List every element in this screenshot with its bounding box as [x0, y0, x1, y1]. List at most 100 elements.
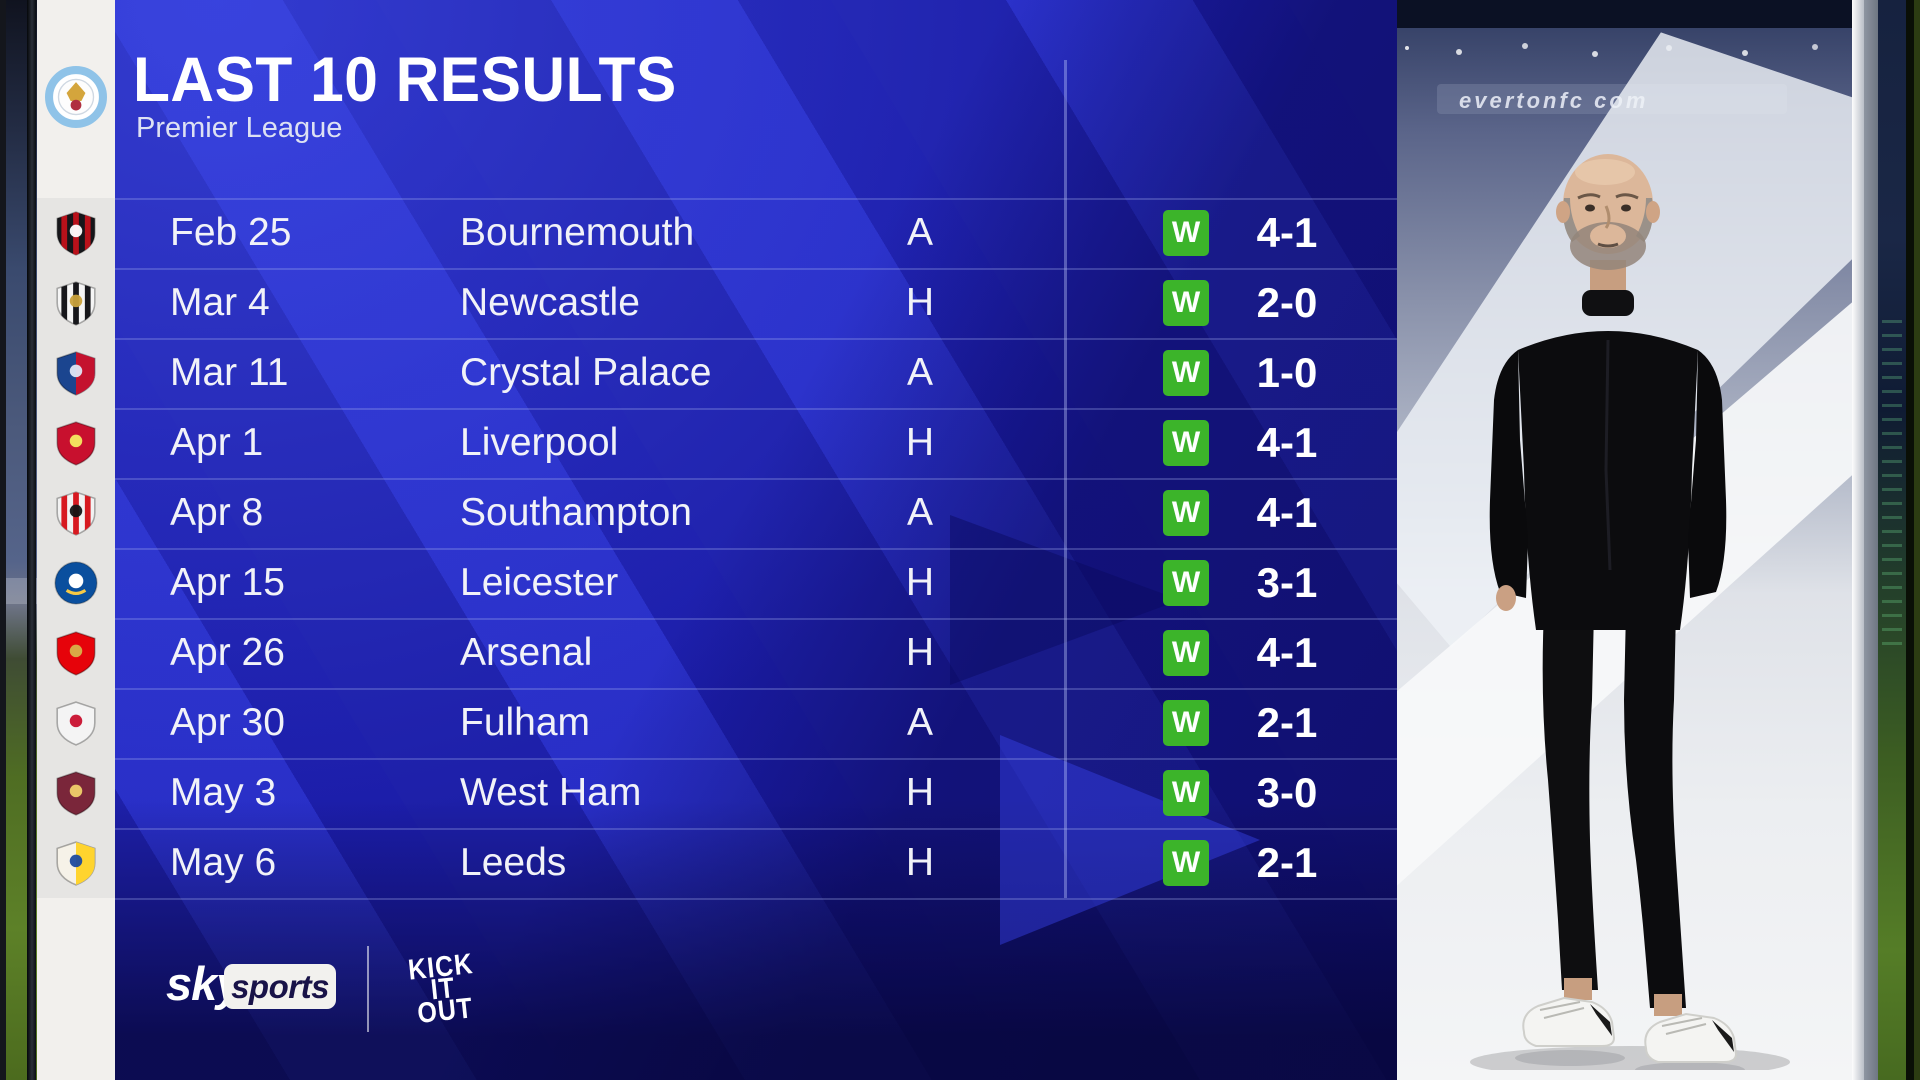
opponent-badge-icon — [52, 839, 100, 887]
result-venue: H — [905, 421, 935, 464]
win-badge: W — [1163, 280, 1209, 326]
result-opponent: Newcastle — [460, 281, 640, 324]
result-date: Apr 26 — [170, 631, 285, 674]
result-venue: A — [906, 701, 933, 744]
result-opponent: Leeds — [460, 841, 567, 884]
row-divider — [115, 898, 1397, 900]
result-score: 1-0 — [1256, 349, 1318, 396]
win-badge: W — [1163, 210, 1209, 256]
floodlights — [1405, 46, 1409, 50]
result-date: May 6 — [170, 841, 277, 884]
result-date: Apr 30 — [170, 701, 285, 744]
row-divider — [115, 338, 1397, 340]
result-date: Apr 15 — [170, 561, 285, 604]
opponent-badge-icon — [52, 209, 100, 257]
result-opponent: West Ham — [460, 771, 642, 814]
goal-post — [27, 0, 36, 1080]
opponent-badge-icon — [52, 699, 100, 747]
page-subtitle: Premier League — [136, 112, 343, 144]
frame-outer-strip — [1914, 0, 1920, 1080]
frame-highlight-strip — [1852, 0, 1864, 1080]
result-row: May 6 Leeds H W 2-1 — [0, 828, 1920, 898]
row-divider — [115, 268, 1397, 270]
win-badge: W — [1163, 420, 1209, 466]
result-row: Apr 26 Arsenal H W 4-1 — [0, 618, 1920, 688]
win-badge: W — [1163, 770, 1209, 816]
result-score: 4-1 — [1256, 419, 1318, 466]
result-date: May 3 — [170, 771, 277, 814]
row-divider — [115, 618, 1397, 620]
result-date: Mar 11 — [170, 351, 289, 394]
page-title: LAST 10 RESULTS — [133, 45, 677, 115]
result-venue: H — [905, 281, 935, 324]
panel-shade-bottom — [115, 0, 1397, 1080]
result-row: Apr 8 Southampton A W 4-1 — [0, 478, 1920, 548]
result-venue: A — [906, 211, 933, 254]
result-opponent: Bournemouth — [460, 211, 695, 254]
opponent-badge-icon — [52, 559, 100, 607]
scoreboard-text-flecks — [1882, 320, 1902, 650]
opponent-badge-icon — [52, 419, 100, 467]
result-score: 4-1 — [1256, 629, 1318, 676]
row-divider — [115, 688, 1397, 690]
result-score: 3-1 — [1256, 559, 1318, 606]
stadium-roof — [1397, 0, 1852, 28]
kio-line: OUT — [415, 991, 475, 1030]
frame-dark-strip — [1906, 0, 1914, 1080]
right-video-sliver — [1878, 0, 1906, 1080]
result-venue: H — [905, 771, 935, 814]
row-divider — [115, 758, 1397, 760]
win-badge: W — [1163, 630, 1209, 676]
win-badge: W — [1163, 840, 1209, 886]
result-opponent: Liverpool — [460, 421, 619, 464]
manchester-city-badge-icon — [45, 66, 107, 128]
result-row: Mar 11 Crystal Palace A W 1-0 — [0, 338, 1920, 408]
result-opponent: Leicester — [460, 561, 619, 604]
row-divider — [115, 198, 1397, 200]
row-divider — [115, 548, 1397, 550]
result-row: Feb 25 Bournemouth A W 4-1 — [0, 198, 1920, 268]
result-score: 2-1 — [1256, 839, 1318, 886]
results-panel — [115, 0, 1397, 1080]
win-badge: W — [1163, 490, 1209, 536]
manager-photo — [1470, 154, 1790, 1070]
opponent-badge-icon — [52, 489, 100, 537]
video-edge-shade — [0, 0, 6, 1080]
result-row: Apr 30 Fulham A W 2-1 — [0, 688, 1920, 758]
result-opponent: Crystal Palace — [460, 351, 712, 394]
result-venue: H — [905, 841, 935, 884]
left-video-sliver — [0, 0, 37, 1080]
opponent-badge-icon — [52, 279, 100, 327]
score-column-divider — [1064, 60, 1067, 898]
logo-divider — [367, 946, 369, 1032]
result-score: 3-0 — [1256, 769, 1318, 816]
result-date: Feb 25 — [170, 211, 292, 254]
result-date: Apr 1 — [170, 421, 264, 464]
result-score: 4-1 — [1256, 209, 1318, 256]
result-row: Apr 1 Liverpool H W 4-1 — [0, 408, 1920, 478]
result-venue: A — [906, 491, 933, 534]
opponent-badge-icon — [52, 349, 100, 397]
row-divider — [115, 478, 1397, 480]
result-opponent: Fulham — [460, 701, 591, 744]
result-row: May 3 West Ham H W 3-0 — [0, 758, 1920, 828]
row-divider — [115, 408, 1397, 410]
opponent-badge-icon — [52, 769, 100, 817]
club-badge-strip — [37, 0, 115, 1080]
result-score: 2-1 — [1256, 699, 1318, 746]
result-opponent: Southampton — [460, 491, 693, 534]
result-score: 2-0 — [1256, 279, 1318, 326]
win-badge: W — [1163, 560, 1209, 606]
result-venue: H — [905, 631, 935, 674]
opponent-badge-icon — [52, 629, 100, 677]
result-opponent: Arsenal — [460, 631, 593, 674]
result-date: Apr 8 — [170, 491, 264, 534]
result-row: Apr 15 Leicester H W 3-1 — [0, 548, 1920, 618]
result-date: Mar 4 — [170, 281, 270, 324]
result-venue: H — [905, 561, 935, 604]
win-badge: W — [1163, 700, 1209, 746]
win-badge: W — [1163, 350, 1209, 396]
sky-sports-logo: sports — [224, 964, 336, 1009]
result-row: Mar 4 Newcastle H W 2-0 — [0, 268, 1920, 338]
